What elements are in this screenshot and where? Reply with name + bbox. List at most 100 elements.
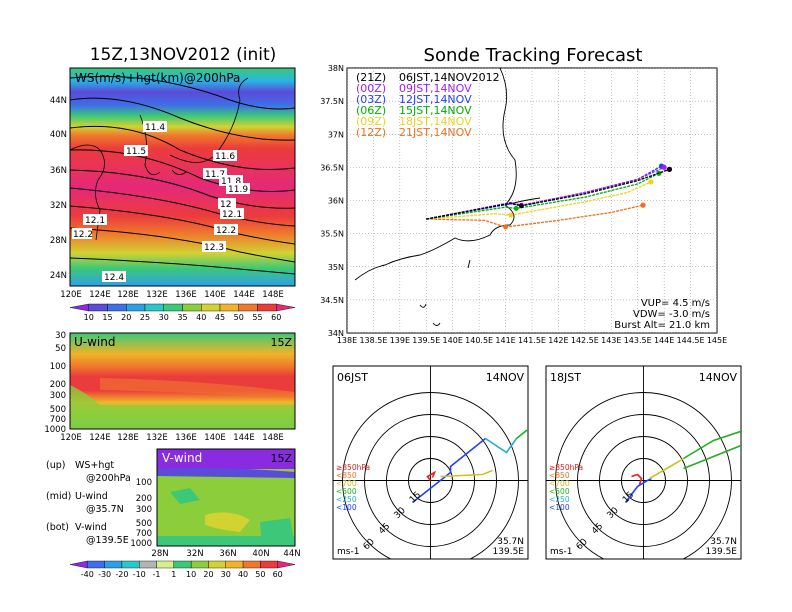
svg-text:@200hPa: @200hPa	[86, 473, 131, 484]
svg-text:36N: 36N	[219, 549, 236, 559]
uv-colorbar-tick: -10	[133, 570, 146, 579]
v-lat-ticks: 28N 32N 36N 40N 44N	[151, 549, 300, 559]
uv-colorbar-swatch	[225, 560, 244, 569]
svg-text:11.8: 11.8	[221, 177, 241, 187]
svg-text:124E: 124E	[89, 290, 111, 300]
hodograph-unit: ms-1	[337, 547, 359, 557]
svg-text:124E: 124E	[89, 433, 111, 443]
ws-field	[70, 68, 295, 286]
ws-colorbar-tick: 10	[84, 313, 94, 322]
svg-text:144E: 144E	[233, 433, 255, 443]
uv-colorbar-swatch	[139, 560, 157, 569]
u-wind-panel: U-wind 15Z 30 50 100 200 300 500 700 100…	[44, 331, 296, 443]
track-series-line	[426, 181, 652, 220]
track-legend-label: 06JST,14NOV2012	[399, 71, 500, 84]
svg-text:36N: 36N	[50, 166, 67, 176]
track-lon-tick: 139E	[390, 336, 410, 345]
svg-text:12.3: 12.3	[204, 243, 224, 253]
svg-text:120E: 120E	[60, 290, 82, 300]
uv-colorbar-swatch	[208, 560, 226, 569]
hodograph-legend-item: <700	[336, 479, 357, 488]
hodograph-time: 06JST	[337, 371, 368, 384]
svg-text:1000: 1000	[44, 425, 66, 435]
svg-text:700: 700	[136, 529, 152, 539]
svg-text:@139.5E: @139.5E	[86, 535, 129, 546]
svg-text:12: 12	[220, 200, 231, 210]
hodograph-trace	[412, 437, 486, 504]
uv-colorbar-tick: -40	[81, 570, 94, 579]
track-lat-tick: 36.5N	[320, 163, 344, 172]
svg-text:30: 30	[55, 331, 66, 341]
v-p-ticks: 100 200 300 500 700 1000	[130, 478, 152, 549]
contour-labels: 11.4 11.5 11.6 11.7 11.8 11.9 12 12.1 12…	[72, 121, 250, 283]
ws-colorbar-tick: 50	[234, 313, 244, 322]
svg-text:700: 700	[50, 415, 66, 425]
hodograph-time: 18JST	[550, 371, 581, 384]
track-lon-tick: 141.5E	[518, 336, 546, 345]
svg-text:300: 300	[136, 505, 152, 515]
svg-text:200: 200	[136, 494, 152, 504]
track-lat-tick: 34N	[328, 329, 344, 338]
track-legend: (21Z) 06JST,14NOV2012 (00Z) 09JST,14NOV (03Z…	[356, 71, 500, 139]
track-lon-tick: 139.5E	[412, 336, 440, 345]
u-p-ticks: 30 50 100 200 300 500 700 1000	[44, 331, 66, 435]
ws-colorbar-tick: 40	[196, 313, 206, 322]
uv-colorbar: -40 -30 -20 -10 -1 1 10 20 30 40 50 60	[69, 560, 296, 579]
u-lon-ticks: 120E 124E 128E 132E 136E 140E 144E 148E	[60, 433, 284, 443]
hodograph-legend-item: ≥850hPa	[549, 463, 583, 472]
track-series-line	[426, 204, 644, 228]
svg-text:24N: 24N	[50, 271, 67, 281]
svg-text:VDW= -3.0 m/s: VDW= -3.0 m/s	[633, 309, 710, 320]
svg-text:120E: 120E	[60, 433, 82, 443]
ws-colorbar-swatch	[276, 303, 296, 312]
track-series-line	[426, 166, 665, 220]
svg-text:32N: 32N	[186, 549, 203, 559]
hodograph-trace	[440, 469, 493, 478]
uv-colorbar-tick: 1	[171, 570, 176, 579]
track-stats: VUP= 4.5 m/s VDW= -3.0 m/s Burst Alt= 21…	[614, 298, 710, 331]
track-series-line	[426, 168, 670, 220]
hodograph-legend-item: <250	[549, 495, 570, 504]
svg-text:WS+hgt: WS+hgt	[75, 460, 114, 471]
uv-colorbar-swatch	[156, 560, 175, 569]
svg-text:148E: 148E	[262, 433, 284, 443]
ws-colorbar-swatch	[88, 303, 108, 312]
track-burst-point	[666, 166, 673, 172]
ws-colorbar-swatch	[182, 303, 202, 312]
svg-text:11.4: 11.4	[145, 123, 165, 133]
ws-colorbar: 10 15 20 25 30 35 40 45 50 55 60	[69, 303, 296, 322]
svg-text:44N: 44N	[50, 96, 67, 106]
track-burst-point	[648, 179, 654, 185]
uv-colorbar-tick: 10	[186, 570, 196, 579]
hodograph-legend-item: <500	[336, 487, 357, 496]
track-lon-tick: 138.5E	[359, 336, 387, 345]
uv-colorbar-swatch	[173, 560, 192, 569]
track-landing-point	[503, 224, 508, 230]
svg-text:12.1: 12.1	[222, 210, 242, 220]
ws-colorbar-swatch	[201, 303, 221, 312]
ws-lon-ticks: 120E 124E 128E 132E 136E 140E 144E 148E	[60, 290, 284, 300]
svg-text:(bot): (bot)	[46, 522, 69, 533]
track-lon-tick: 143.5E	[624, 336, 652, 345]
track-lat-tick: 37.5N	[320, 97, 344, 106]
v-time: 15Z	[270, 452, 292, 465]
uv-colorbar-tick: 60	[273, 570, 283, 579]
ws-colorbar-tick: 55	[252, 313, 262, 322]
uv-colorbar-swatch	[277, 560, 296, 569]
svg-text:(mid): (mid)	[46, 491, 71, 502]
track-lat-tick: 38N	[328, 64, 344, 73]
svg-text:144E: 144E	[233, 290, 255, 300]
track-legend-label: 15JST,14NOV	[399, 104, 472, 117]
svg-text:11.7: 11.7	[205, 170, 225, 180]
ws-colorbar-swatch	[69, 303, 89, 312]
svg-text:28N: 28N	[50, 236, 67, 246]
hodograph-trace	[426, 470, 437, 481]
hodograph-date: 14NOV	[699, 371, 738, 384]
ws-colorbar-swatch	[238, 303, 258, 312]
svg-text:12.2: 12.2	[73, 230, 93, 240]
ws-colorbar-swatch	[163, 303, 183, 312]
hodograph-trace	[516, 428, 528, 440]
uv-colorbar-tick: -30	[98, 570, 111, 579]
